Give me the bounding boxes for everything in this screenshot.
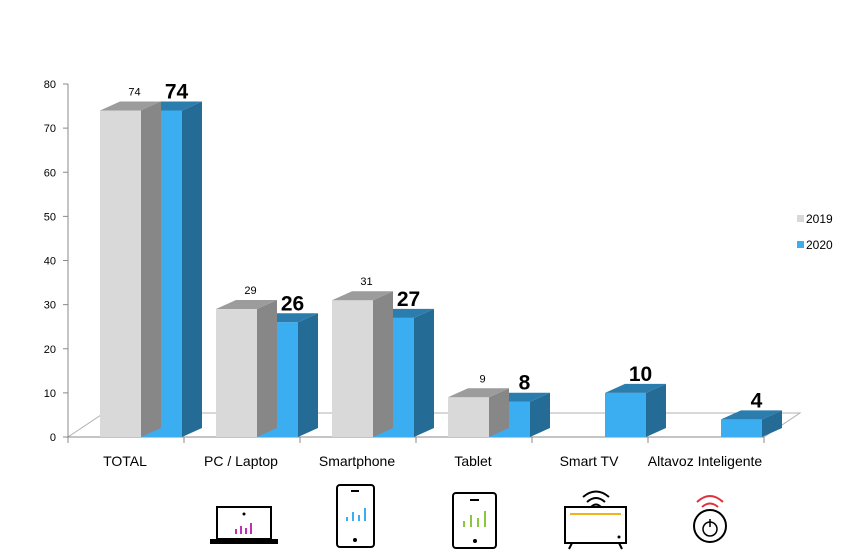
bar-top	[605, 383, 666, 393]
smart-tv-icon	[564, 490, 627, 550]
data-label-2019: 9	[479, 373, 485, 385]
legend-label-2019: 2019	[806, 212, 833, 226]
bar-top	[721, 410, 782, 420]
bar-2019	[448, 388, 509, 437]
smart-speaker-icon	[693, 495, 727, 543]
bar-side	[298, 313, 318, 437]
y-tick-label: 80	[44, 79, 56, 91]
legend: 2019 2020	[797, 212, 833, 252]
data-label-2020: 74	[165, 80, 189, 103]
data-label-2019: 29	[244, 285, 256, 297]
bar-side	[141, 101, 161, 437]
data-label-2020: 26	[281, 292, 304, 315]
bar-2019	[332, 291, 393, 437]
x-tick-label: TOTAL	[103, 453, 147, 469]
bar-top	[100, 101, 161, 111]
bar-top	[448, 388, 509, 398]
bar-side	[182, 101, 202, 437]
bar-side	[373, 291, 393, 437]
data-labels: 74 74 26 29 27 31 8 9 10 4	[128, 80, 762, 412]
bar-front	[100, 110, 141, 437]
y-tick-label: 60	[44, 167, 56, 179]
y-tick-label: 0	[50, 432, 56, 444]
x-tick-label: PC / Laptop	[204, 453, 278, 469]
y-tick-label: 40	[44, 256, 56, 268]
device-icons	[210, 484, 727, 550]
bar-front	[332, 300, 373, 437]
bar-front	[216, 309, 257, 437]
data-label-2020: 8	[519, 372, 531, 395]
laptop-icon	[210, 506, 278, 544]
bar-front	[605, 392, 646, 437]
bar-top	[332, 291, 393, 301]
bar-2020	[605, 383, 666, 437]
y-axis: 0 10 20 30 40 50 60 70 80	[44, 79, 69, 444]
bar-2019	[100, 101, 161, 437]
bar-side	[257, 300, 277, 437]
bar-front	[721, 419, 762, 437]
bar-side	[762, 410, 782, 437]
x-tick-label: Smart TV	[560, 453, 620, 469]
legend-swatch-2020	[797, 241, 804, 248]
bar-side	[414, 308, 434, 437]
data-label-2020: 4	[751, 389, 763, 412]
tablet-icon	[452, 492, 497, 549]
bar-2020	[721, 410, 782, 437]
bars	[100, 101, 782, 437]
y-tick-label: 50	[44, 211, 56, 223]
bar-top	[216, 300, 277, 310]
bar-side	[530, 392, 550, 437]
x-tick-label: Tablet	[454, 453, 491, 469]
bar-side	[646, 383, 666, 437]
bar-front	[448, 397, 489, 437]
x-tick-label: Altavoz Inteligente	[648, 453, 763, 469]
y-tick-label: 70	[44, 123, 56, 135]
data-label-2019: 31	[360, 276, 372, 288]
x-tick-label: Smartphone	[319, 453, 395, 469]
y-tick-label: 10	[44, 388, 56, 400]
data-label-2019: 74	[128, 86, 140, 98]
legend-swatch-2019	[797, 215, 804, 222]
data-label-2020: 27	[397, 288, 420, 311]
y-tick-label: 30	[44, 300, 56, 312]
y-tick-label: 20	[44, 344, 56, 356]
bar-2019	[216, 300, 277, 437]
smartphone-icon	[336, 484, 375, 548]
bar-side	[489, 388, 509, 437]
data-label-2020: 10	[629, 363, 652, 386]
x-axis: TOTAL PC / Laptop Smartphone Tablet Smart TV…	[67, 437, 765, 469]
legend-label-2020: 2020	[806, 238, 833, 252]
